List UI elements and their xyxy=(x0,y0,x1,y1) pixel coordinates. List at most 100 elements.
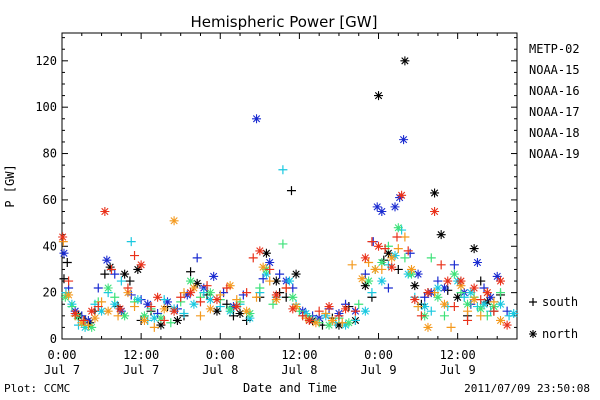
south-marker xyxy=(195,311,205,321)
north-marker xyxy=(324,320,334,330)
north-marker xyxy=(410,295,420,305)
north-marker xyxy=(120,311,130,321)
north-marker xyxy=(314,313,324,323)
north-marker xyxy=(489,302,499,312)
south-marker xyxy=(416,311,426,321)
north-marker xyxy=(235,309,245,318)
north-marker xyxy=(360,281,370,291)
south-marker xyxy=(463,306,473,316)
north-marker xyxy=(261,248,271,258)
south-marker xyxy=(294,306,304,316)
north-marker xyxy=(209,271,219,281)
south-marker xyxy=(446,322,456,332)
plot-timestamp: 2011/07/09 23:50:08 xyxy=(464,382,590,395)
north-marker xyxy=(205,288,215,298)
north-marker xyxy=(87,306,97,316)
north-marker xyxy=(156,320,166,330)
north-marker xyxy=(199,283,209,293)
north-marker xyxy=(423,288,433,298)
y-tick-label: 20 xyxy=(43,286,57,300)
south-marker xyxy=(153,309,163,318)
north-marker xyxy=(486,292,496,302)
south-marker xyxy=(278,165,288,175)
south-marker xyxy=(202,281,212,291)
series-noaa-19 xyxy=(58,190,512,330)
south-marker xyxy=(83,320,93,330)
south-marker xyxy=(400,232,410,242)
south-marker xyxy=(426,253,436,263)
north-marker xyxy=(115,304,125,314)
south-marker xyxy=(360,269,370,279)
north-marker xyxy=(100,207,110,216)
north-marker xyxy=(271,290,281,300)
y-tick-label: 60 xyxy=(43,193,57,207)
south-marker xyxy=(337,318,347,328)
plot-credit: Plot: CCMC xyxy=(4,382,70,395)
north-marker xyxy=(225,304,235,314)
north-marker xyxy=(469,283,479,293)
south-marker xyxy=(252,292,262,302)
south-marker xyxy=(436,260,446,270)
x-tick-time: 0:00 xyxy=(364,348,393,362)
north-marker xyxy=(182,290,192,300)
south-marker xyxy=(159,295,169,305)
south-marker xyxy=(79,315,89,325)
legend-entry: NOAA-16 xyxy=(529,84,580,98)
south-marker xyxy=(314,306,324,316)
north-marker xyxy=(492,271,502,281)
south-marker xyxy=(228,311,238,321)
south-marker xyxy=(403,246,413,256)
south-marker xyxy=(123,283,133,293)
north-marker xyxy=(123,288,133,298)
north-marker xyxy=(83,315,93,325)
north-marker xyxy=(291,302,301,312)
north-marker xyxy=(472,258,482,267)
x-tick-time: 12:00 xyxy=(123,348,159,362)
south-marker xyxy=(186,267,196,277)
north-marker xyxy=(466,288,476,298)
north-marker xyxy=(59,248,69,258)
north-marker xyxy=(469,295,479,305)
north-marker xyxy=(430,188,440,198)
south-marker xyxy=(176,292,186,302)
x-tick-date: Jul 8 xyxy=(281,363,317,377)
north-marker xyxy=(390,202,400,212)
south-marker xyxy=(58,237,68,247)
south-marker xyxy=(286,186,296,196)
south-marker xyxy=(222,299,232,309)
north-marker xyxy=(496,276,506,286)
north-marker xyxy=(225,281,235,291)
south-marker xyxy=(192,253,202,263)
marker-legend-label: north xyxy=(542,327,578,341)
north-marker xyxy=(463,299,473,309)
north-marker xyxy=(252,114,262,124)
north-marker xyxy=(172,315,182,325)
south-marker xyxy=(383,283,393,293)
north-marker xyxy=(327,315,337,325)
north-marker xyxy=(258,262,268,272)
north-marker xyxy=(377,207,387,216)
north-marker xyxy=(439,283,449,293)
south-marker xyxy=(489,306,499,316)
north-marker xyxy=(469,244,479,254)
north-marker xyxy=(482,288,492,298)
north-marker xyxy=(242,306,252,316)
north-marker xyxy=(383,248,393,258)
south-marker xyxy=(393,264,403,274)
south-marker xyxy=(110,292,120,302)
x-tick-date: Jul 9 xyxy=(440,363,476,377)
y-tick-label: 100 xyxy=(35,100,57,114)
north-marker xyxy=(143,299,153,309)
south-marker xyxy=(146,302,156,312)
south-marker xyxy=(281,283,291,293)
legend: METP-02 NOAA-15 NOAA-16 NOAA-17 NOAA-18 NOAA-… xyxy=(529,42,580,161)
north-marker xyxy=(291,269,301,279)
south-marker xyxy=(278,239,288,249)
north-marker xyxy=(58,232,68,242)
south-marker xyxy=(248,253,258,263)
north-marker xyxy=(90,313,100,323)
x-tick-date: Jul 8 xyxy=(202,363,238,377)
south-marker xyxy=(166,318,176,328)
y-axis: 0 20 40 60 80 100 120 xyxy=(35,37,517,346)
